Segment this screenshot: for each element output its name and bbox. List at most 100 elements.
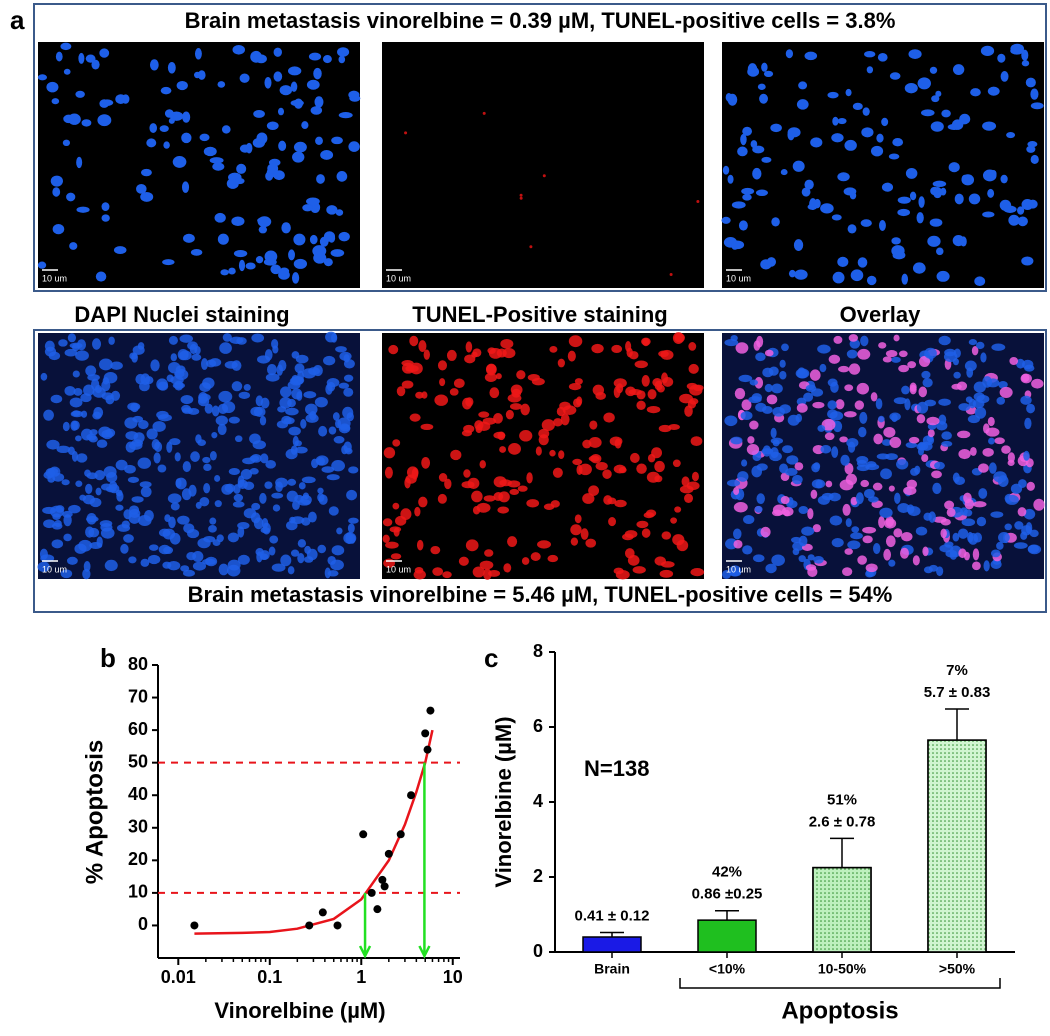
- point: [318, 908, 327, 917]
- cell: [208, 524, 217, 533]
- cell: [478, 411, 490, 418]
- cell: [804, 179, 814, 190]
- cell: [259, 492, 267, 504]
- cell: [442, 571, 452, 579]
- cell: [891, 356, 901, 363]
- error-bar: [600, 931, 624, 937]
- cell: [968, 193, 981, 205]
- cell: [131, 496, 144, 503]
- cell: [756, 493, 765, 505]
- cell: [99, 520, 113, 527]
- cell: [127, 476, 140, 483]
- cell: [239, 73, 250, 83]
- cell: [844, 548, 853, 555]
- cell: [668, 423, 680, 431]
- image-background: [382, 42, 704, 288]
- cell: [224, 361, 238, 369]
- cell: [801, 526, 815, 536]
- cell: [609, 436, 623, 446]
- cell: [259, 415, 267, 426]
- scale-bar-label: 10 um: [726, 273, 751, 283]
- cell: [509, 403, 523, 410]
- cell: [342, 406, 354, 419]
- cell: [108, 336, 115, 345]
- cell: [1001, 445, 1011, 454]
- cell: [336, 527, 343, 535]
- cell: [190, 248, 203, 256]
- cell: [271, 492, 284, 499]
- fit-curve: [194, 729, 434, 935]
- cell: [926, 416, 940, 426]
- cell: [967, 531, 974, 543]
- cell: [204, 403, 213, 414]
- cell: [927, 429, 935, 438]
- cell: [69, 397, 83, 408]
- cell: [915, 526, 928, 536]
- cell: [214, 500, 222, 508]
- cell: [553, 418, 563, 427]
- cell: [1007, 459, 1015, 466]
- cell: [56, 445, 71, 454]
- cell: [696, 200, 700, 204]
- cell: [293, 141, 307, 153]
- cell: [396, 386, 406, 397]
- cell: [908, 436, 920, 444]
- cell: [166, 441, 173, 453]
- panel-label: c: [484, 643, 498, 673]
- cell: [825, 480, 833, 488]
- cell: [876, 133, 884, 143]
- cell: [987, 416, 995, 427]
- cell: [603, 495, 613, 505]
- cell: [304, 545, 311, 554]
- cell: [835, 399, 845, 410]
- cell: [167, 560, 181, 571]
- cell: [1028, 199, 1038, 209]
- cell: [434, 394, 449, 406]
- cell: [99, 48, 110, 58]
- y-tick-label: 6: [533, 716, 543, 736]
- cell: [45, 468, 56, 478]
- cell: [558, 450, 565, 460]
- cell: [654, 380, 663, 391]
- cell: [76, 206, 90, 213]
- cell: [994, 437, 1005, 445]
- image-background: [722, 42, 1044, 288]
- cell: [946, 507, 956, 517]
- cell: [576, 464, 583, 476]
- cell: [167, 61, 176, 74]
- cell: [169, 532, 181, 545]
- cell: [828, 354, 841, 364]
- cell: [127, 402, 141, 411]
- cell: [941, 431, 952, 440]
- cell: [78, 52, 85, 64]
- cell: [168, 516, 176, 529]
- cell: [222, 333, 232, 342]
- cell: [928, 511, 936, 523]
- cell: [308, 511, 317, 523]
- cell: [318, 425, 328, 437]
- cell: [255, 395, 264, 407]
- cell: [688, 342, 697, 351]
- cell: [582, 493, 595, 504]
- cell: [875, 398, 883, 410]
- cell: [179, 334, 194, 343]
- cell: [567, 350, 576, 362]
- cell: [67, 333, 77, 343]
- cell: [669, 273, 673, 277]
- cell: [193, 71, 201, 79]
- cell: [811, 479, 826, 489]
- cell: [1014, 521, 1024, 530]
- cell: [726, 479, 741, 487]
- cell: [338, 55, 346, 64]
- cell: [842, 503, 851, 516]
- cell: [87, 374, 100, 381]
- cell: [923, 566, 933, 574]
- cell: [462, 397, 473, 410]
- cell: [783, 509, 790, 517]
- cell: [343, 374, 354, 382]
- cell: [1025, 77, 1036, 88]
- cell: [337, 47, 350, 57]
- cell: [918, 386, 927, 398]
- cell: [505, 409, 514, 420]
- bar: [582, 936, 642, 953]
